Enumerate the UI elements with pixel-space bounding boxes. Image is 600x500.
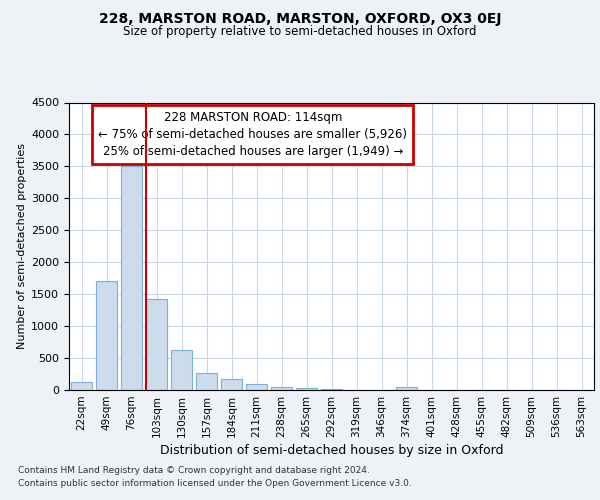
Text: Size of property relative to semi-detached houses in Oxford: Size of property relative to semi-detach… [123,25,477,38]
Text: 228 MARSTON ROAD: 114sqm
← 75% of semi-detached houses are smaller (5,926)
25% o: 228 MARSTON ROAD: 114sqm ← 75% of semi-d… [98,111,407,158]
Bar [271,387,292,390]
Bar [96,282,117,390]
Y-axis label: Number of semi-detached properties: Number of semi-detached properties [17,143,27,350]
X-axis label: Distribution of semi-detached houses by size in Oxford: Distribution of semi-detached houses by … [160,444,503,457]
Text: Contains public sector information licensed under the Open Government Licence v3: Contains public sector information licen… [18,478,412,488]
Bar [146,300,167,390]
Text: 228, MARSTON ROAD, MARSTON, OXFORD, OX3 0EJ: 228, MARSTON ROAD, MARSTON, OXFORD, OX3 … [99,12,501,26]
Bar [71,382,92,390]
Bar [396,387,417,390]
Bar [246,384,267,390]
Bar [121,166,142,390]
Text: Contains HM Land Registry data © Crown copyright and database right 2024.: Contains HM Land Registry data © Crown c… [18,466,370,475]
Bar [196,374,217,390]
Bar [296,388,317,390]
Bar [171,350,192,390]
Bar [221,380,242,390]
